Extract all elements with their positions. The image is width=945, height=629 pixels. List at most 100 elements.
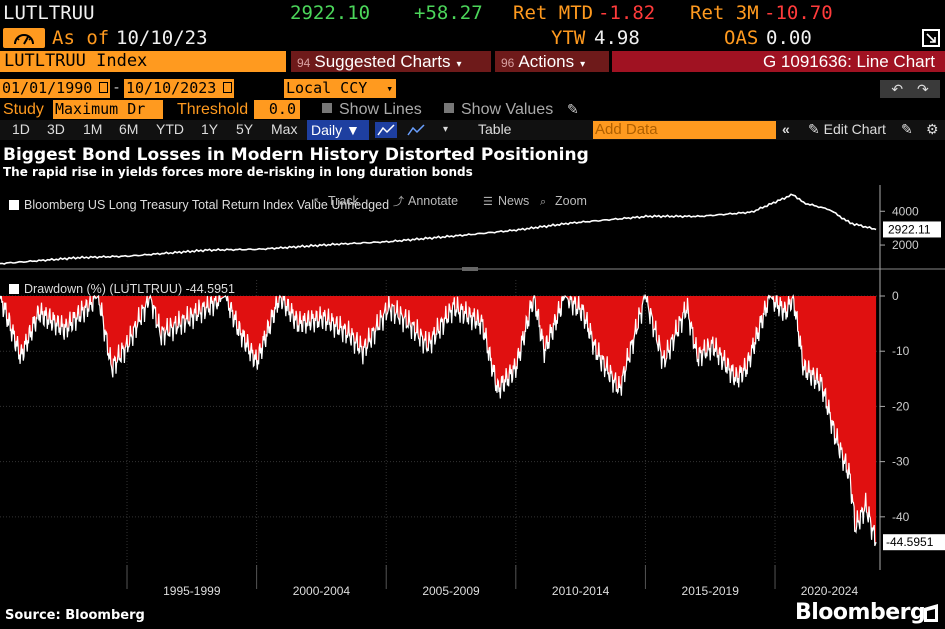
add-data-input[interactable]: Add Data	[593, 121, 776, 139]
chart-id-label: G 1091636: Line Chart	[612, 51, 945, 72]
threshold-value: 0.0	[268, 100, 296, 118]
tool-news-label[interactable]: News	[498, 194, 529, 208]
calendar-icon[interactable]	[99, 82, 108, 93]
legend-drawdown-label: Drawdown (%) (LUTLTRUU) -44.5951	[24, 282, 235, 296]
period-1m[interactable]: 1M	[83, 121, 103, 137]
track-icon[interactable]: ↖	[313, 196, 322, 208]
index-name-field[interactable]: LUTLTRUU Index	[0, 51, 286, 72]
label-layer: 2922.11 -44.5951	[883, 221, 945, 551]
price-last-value-label: 2922.11	[888, 222, 931, 236]
drawdown-tick-label: -30	[892, 455, 910, 469]
period-3d[interactable]: 3D	[47, 121, 65, 137]
end-date-value: 10/10/2023	[126, 79, 217, 97]
currency-select[interactable]: Local CCY ▾	[284, 79, 396, 98]
edit-chart-button[interactable]: ✎ Edit Chart	[808, 121, 886, 138]
period-1y[interactable]: 1Y	[201, 121, 219, 137]
zoom-icon[interactable]: ⌕	[540, 196, 546, 208]
gauge-icon[interactable]	[3, 28, 45, 48]
x-axis-label: 2005-2009	[422, 584, 480, 598]
drawdown-series-line	[0, 293, 877, 547]
last-price: 2922.10	[290, 2, 371, 24]
table-button[interactable]: Table	[478, 121, 512, 137]
drawdown-tick-label: -10	[892, 344, 910, 358]
expand-icon[interactable]	[922, 29, 940, 47]
period-max[interactable]: Max	[271, 121, 298, 137]
legend-swatch-drawdown[interactable]	[9, 284, 19, 294]
undo-icon[interactable]: ↶	[891, 81, 904, 97]
legend-swatch-price[interactable]	[9, 200, 19, 210]
threshold-label: Threshold	[177, 101, 249, 118]
end-date-field[interactable]: 10/10/2023	[124, 79, 234, 98]
period-ytd[interactable]: YTD	[156, 121, 184, 137]
pencil-icon[interactable]: ✎	[567, 101, 579, 117]
drawdown-tick-label: 0	[892, 289, 899, 303]
drawdown-last-value-label: -44.5951	[886, 535, 934, 549]
as-of-date: 10/10/23	[116, 27, 208, 49]
line-chart-icon[interactable]	[375, 122, 397, 138]
tool-zoom-label[interactable]: Zoom	[555, 194, 587, 208]
x-axis-label: 2000-2004	[293, 584, 351, 598]
start-date-value: 01/01/1990	[2, 79, 93, 97]
suggested-charts-label: Suggested Charts	[314, 52, 451, 71]
price-panel: Bloomberg US Long Treasury Total Return …	[0, 193, 877, 265]
price-change: +58.27	[414, 2, 483, 24]
price-last-value-box	[883, 221, 941, 238]
threshold-input[interactable]: 0.0	[254, 100, 300, 119]
show-values-checkbox[interactable]: Show Values	[444, 101, 553, 119]
drawdown-tick-label: -40	[892, 510, 910, 524]
undo-redo-group: ↶ ↷	[880, 80, 940, 98]
show-lines-label: Show Lines	[339, 101, 422, 118]
checkbox-icon	[322, 103, 332, 113]
pencil-icon: ✎	[808, 121, 820, 137]
period-5y[interactable]: 5Y	[236, 121, 254, 137]
drawdown-last-value-box	[883, 534, 945, 551]
date-range-row: 01/01/1990 - 10/10/2023 Local CCY ▾ ↶ ↷	[0, 79, 945, 99]
annotate-icon[interactable]: ⤴	[393, 194, 404, 208]
axis-layer: 2000 4000 0 -10 -20 -30 -40 1995-1999 2000-2004 2…	[126, 185, 919, 598]
caret-down-icon: ▾	[580, 59, 586, 70]
redo-icon[interactable]: ↷	[916, 81, 929, 97]
study-row: Study Maximum Dr Threshold 0.0 Show Line…	[0, 100, 945, 120]
price-tick-label: 2000	[892, 238, 919, 252]
settings-gear-icon[interactable]: ⚙	[926, 121, 939, 137]
ytw-value: 4.98	[594, 27, 640, 49]
study-value: Maximum Dr	[55, 100, 146, 118]
date-separator: -	[114, 79, 119, 96]
suggested-charts-number: 94	[297, 56, 311, 70]
show-lines-checkbox[interactable]: Show Lines	[322, 101, 422, 119]
quote-header: LUTLTRUU 2922.10 +58.27 Ret MTD -1.82 Re…	[0, 0, 945, 26]
caret-down-icon[interactable]: ▾	[443, 124, 449, 135]
drawdown-area	[0, 296, 877, 546]
x-axis-label: 2020-2024	[801, 584, 859, 598]
start-date-field[interactable]: 01/01/1990	[0, 79, 110, 98]
checkbox-icon	[444, 103, 454, 113]
ret-3m-label: Ret 3M	[690, 2, 759, 24]
actions-label: Actions	[518, 52, 575, 71]
oas-value: 0.00	[766, 27, 812, 49]
index-toolbar: LUTLTRUU Index 94 Suggested Charts ▾ 96 Act…	[0, 50, 945, 73]
edit-layout-icon[interactable]: ✎	[901, 121, 913, 137]
news-icon[interactable]: ☰	[483, 196, 493, 208]
period-1d[interactable]: 1D	[12, 121, 30, 137]
legend-price-label: Bloomberg US Long Treasury Total Return …	[24, 198, 389, 212]
caret-down-icon: ▾	[386, 82, 393, 95]
price-series-line	[0, 193, 877, 265]
tool-track-label[interactable]: Track	[328, 194, 360, 208]
as-of-row: As of 10/10/23 YTW 4.98 OAS 0.00	[0, 26, 945, 50]
chart-canvas[interactable]: Bloomberg US Long Treasury Total Return …	[0, 185, 945, 603]
collapse-icon[interactable]: «	[782, 121, 790, 137]
oas-label: OAS	[724, 27, 759, 49]
area-chart-icon[interactable]	[405, 122, 427, 138]
drawdown-panel: Drawdown (%) (LUTLTRUU) -44.5951	[0, 282, 877, 547]
ytw-label: YTW	[551, 27, 586, 49]
period-6m[interactable]: 6M	[119, 121, 139, 137]
ret-mtd-value: -1.82	[598, 2, 656, 24]
tool-annotate-label[interactable]: Annotate	[408, 194, 458, 208]
actions-button[interactable]: 96 Actions ▾	[495, 51, 609, 72]
frequency-select[interactable]: Daily ▼	[307, 120, 369, 140]
panel-splitter-handle[interactable]	[462, 267, 478, 271]
ret-3m-value: -10.70	[764, 2, 833, 24]
calendar-icon[interactable]	[223, 82, 232, 93]
study-select[interactable]: Maximum Dr	[53, 100, 163, 119]
suggested-charts-button[interactable]: 94 Suggested Charts ▾	[291, 51, 491, 72]
